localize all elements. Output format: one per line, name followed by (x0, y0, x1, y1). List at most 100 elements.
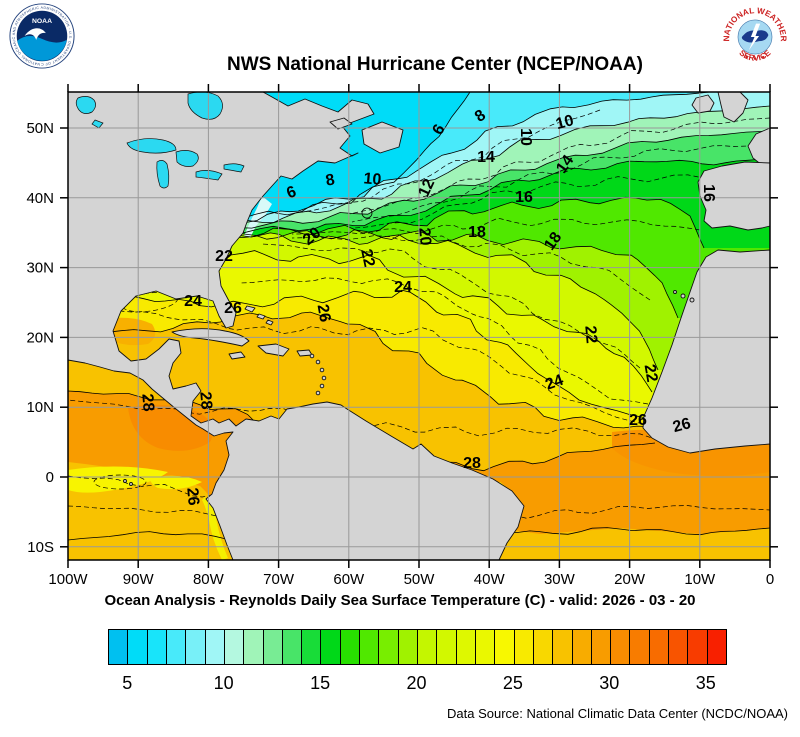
nws-star-dot (762, 55, 765, 59)
data-source: Data Source: National Climatic Data Cent… (447, 706, 788, 721)
isotherm-dashed (351, 143, 771, 223)
colorbar-cell (648, 630, 669, 664)
lesser-antilles (319, 367, 325, 373)
nws-star-dot (745, 55, 748, 59)
colorbar-cell (339, 630, 360, 664)
americas-landmass (67, 91, 525, 561)
lesser-antilles (319, 383, 325, 389)
contour-label: 26 (183, 487, 201, 506)
colorbar-cell (455, 630, 475, 664)
axis-labels: 100W 90W 80W 70W 60W 50W 40W 30W 20W 10W 0 50N 40N 30… (26, 120, 774, 588)
contour-label: 10 (554, 112, 576, 133)
contour-label: 8 (324, 171, 336, 189)
contour-label: 28 (138, 393, 156, 412)
nws-lightning-icon (748, 23, 761, 51)
lake-huron (175, 150, 199, 167)
colorbar-cell (109, 630, 128, 664)
colorbar-cell (494, 630, 514, 664)
isotherm-dashed (301, 109, 601, 213)
contour-label: 26 (629, 412, 647, 429)
lesser-antilles (309, 353, 315, 359)
colorbar-cell (243, 630, 263, 664)
colorbar-cell (590, 630, 611, 664)
x-tick-label: 10W (684, 571, 716, 588)
canary-islands (689, 297, 695, 303)
colorbar-cell (474, 630, 495, 664)
nws-star-dot (753, 57, 757, 60)
noaa-logo-sea (17, 35, 67, 61)
contour-label: 20 (415, 227, 433, 246)
y-tick-label: 30N (26, 260, 54, 277)
page-title: NWS National Hurricane Center (NCEP/NOAA… (227, 54, 643, 75)
isotherm-dashed (67, 307, 691, 433)
x-tick-label: 60W (333, 571, 365, 588)
contour-label: 26 (314, 303, 334, 324)
colorbar-cell (127, 630, 147, 664)
noaa-seagull-icon (24, 28, 46, 40)
colorbar-cell (668, 630, 688, 664)
lake-ontario (223, 163, 245, 173)
contour-label: 22 (581, 325, 599, 344)
axis-ticks (60, 84, 778, 568)
contour-label: 22 (357, 248, 377, 269)
x-tick-label: 90W (123, 571, 155, 588)
newfoundland (361, 121, 404, 154)
contour-label: 18 (468, 224, 486, 241)
contour-label: 10 (363, 170, 382, 188)
x-tick-label: 30W (544, 571, 576, 588)
colorbar-cell (436, 630, 456, 664)
ireland (691, 94, 715, 114)
colorbar-cell (513, 630, 533, 664)
anticosti-island (329, 117, 353, 130)
lakes (75, 91, 245, 189)
colorbar-cell (397, 630, 417, 664)
africa (642, 249, 771, 454)
canary-islands (680, 293, 686, 299)
x-tick-label: 20W (614, 571, 646, 588)
x-tick-label: 50W (404, 571, 436, 588)
x-tick-label: 80W (193, 571, 225, 588)
lesser-antilles (321, 375, 327, 381)
contour-label: 24 (394, 279, 412, 296)
colorbar-cell (320, 630, 340, 664)
colorbar-cell (204, 630, 224, 664)
y-tick-label: 10N (26, 399, 54, 416)
colorbar-cell (262, 630, 282, 664)
colorbar-cell (629, 630, 649, 664)
x-tick-label: 0 (766, 571, 774, 588)
colorbar-cell (552, 630, 572, 664)
colorbar-cell (165, 630, 186, 664)
latlon-grid (68, 92, 770, 560)
jamaica (228, 351, 246, 360)
bahamas (244, 305, 274, 326)
colorbar-cell (146, 630, 166, 664)
x-tick-label: 70W (263, 571, 295, 588)
hudson-bay (187, 91, 223, 120)
contour-label: 26 (224, 300, 242, 317)
contour-label: 12 (415, 176, 438, 199)
map-caption: Ocean Analysis - Reynolds Daily Sea Surf… (104, 592, 696, 609)
nws-logo-graphic: NATIONAL WEATHER SERVICE (722, 5, 788, 69)
isotherm-24 (67, 289, 661, 421)
colorbar: 5 10 15 20 25 30 35 (108, 629, 727, 701)
contour-label: 28 (463, 455, 481, 472)
noaa-center-text: NOAA (32, 18, 52, 25)
lesser-antilles (315, 390, 321, 396)
colorbar-cell (185, 630, 205, 664)
colorbar-cells (108, 629, 727, 665)
colorbar-tick-label: 35 (695, 673, 716, 693)
colorbar-cell (417, 630, 437, 664)
colorbar-cell (281, 630, 302, 664)
colorbar-tick-label: 30 (599, 673, 620, 693)
y-tick-label: 10S (27, 539, 54, 556)
contour-label: 10 (517, 128, 534, 146)
landmasses (67, 91, 771, 561)
contour-label: 24 (543, 372, 566, 394)
galapagos-islands (123, 479, 127, 483)
colorbar-labels: 5 10 15 20 25 30 35 (108, 665, 725, 695)
x-tick-label: 40W (474, 571, 506, 588)
colorbar-cell (223, 630, 244, 664)
contour-label: 24 (184, 293, 202, 310)
